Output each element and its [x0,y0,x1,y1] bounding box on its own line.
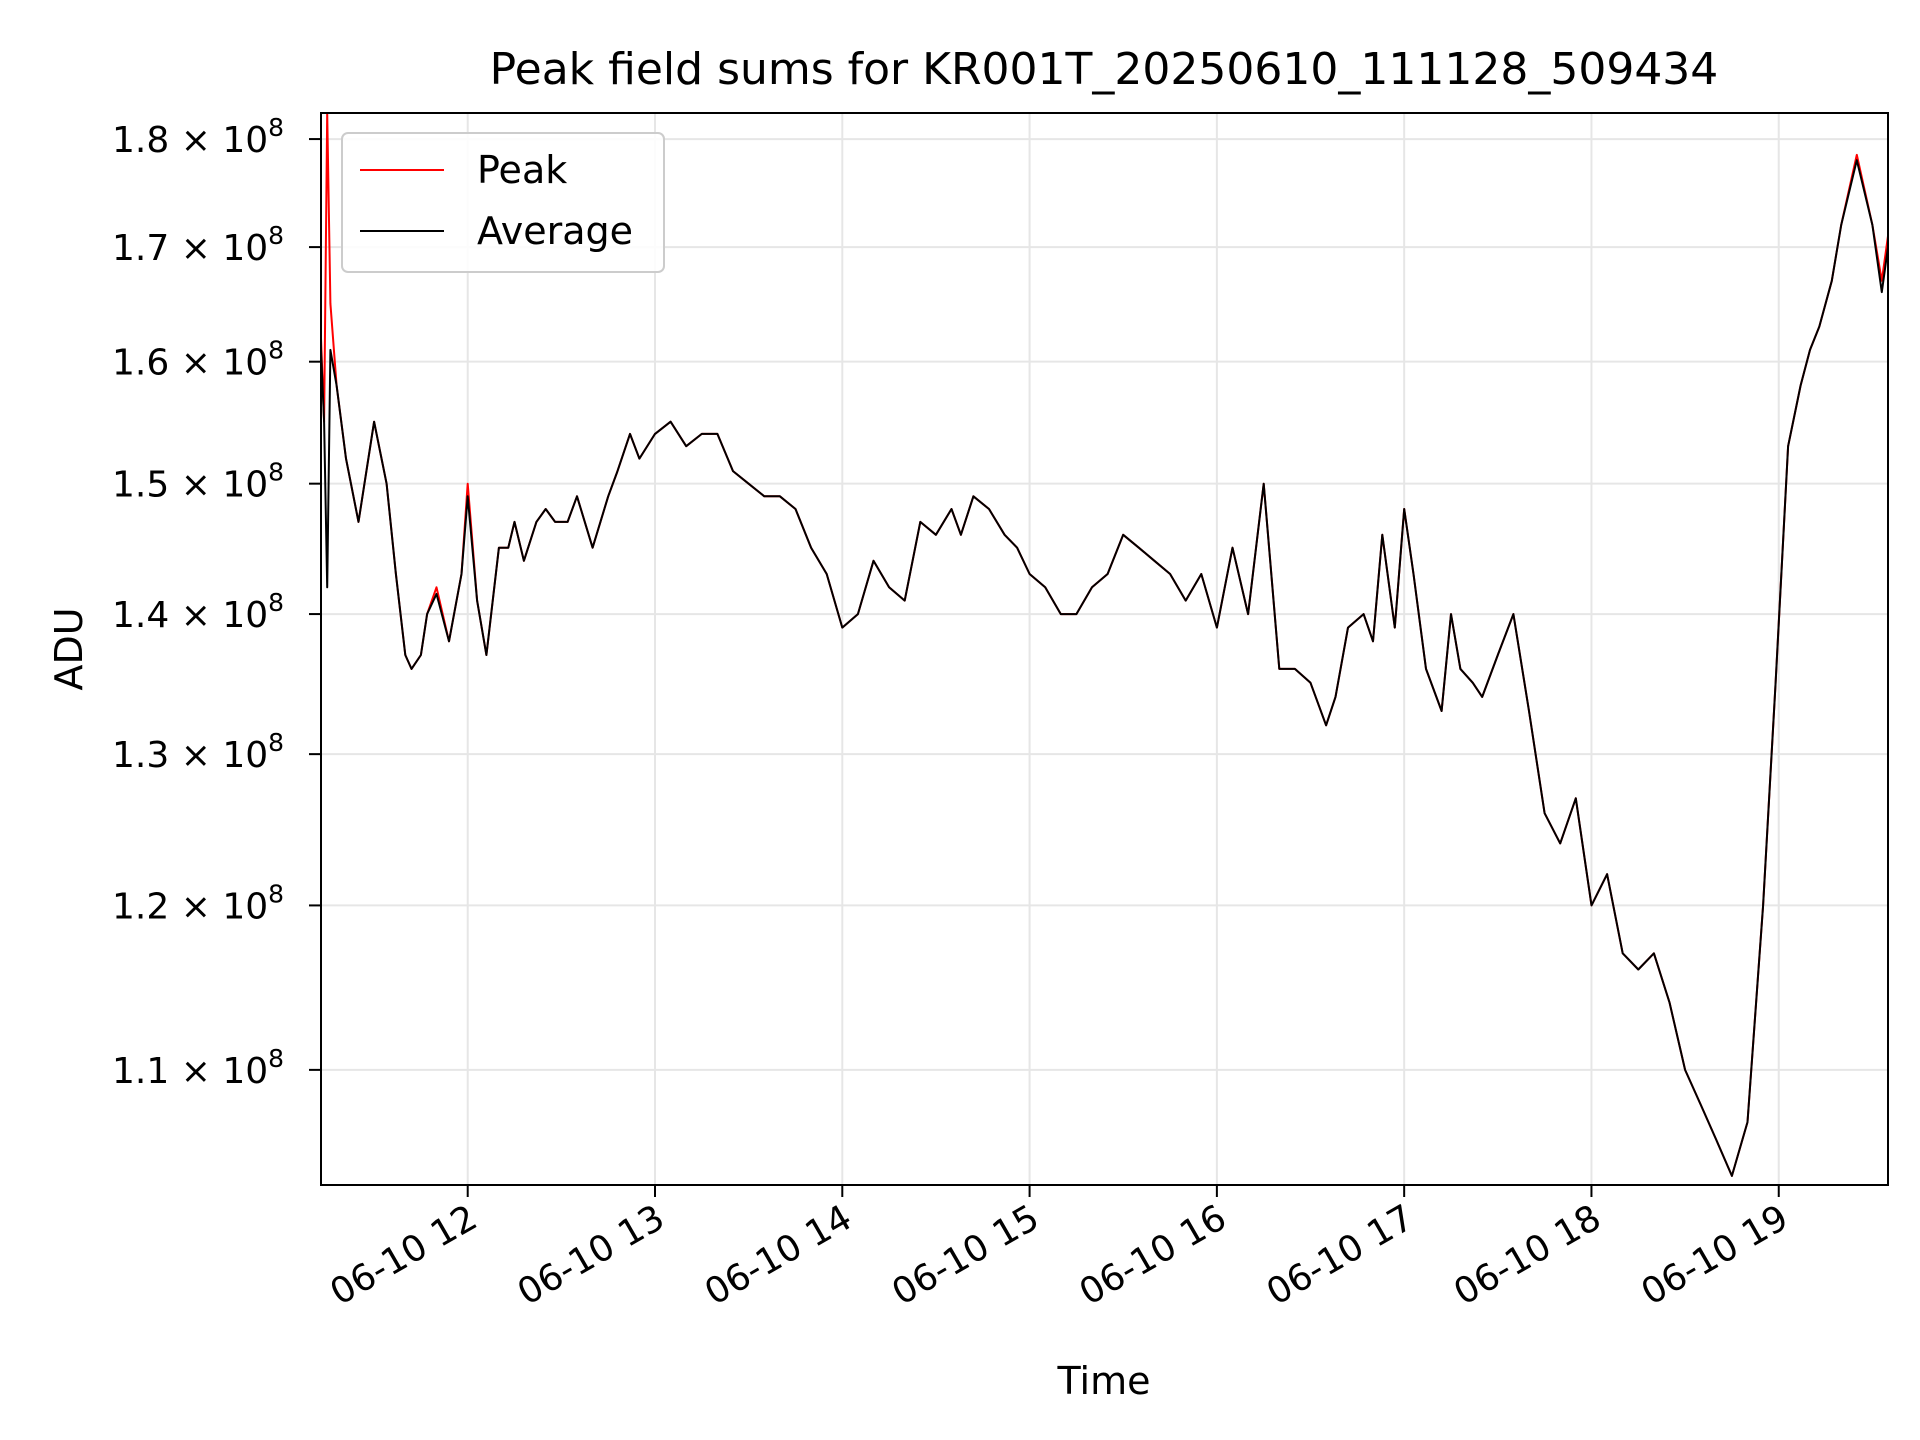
y-tick-label: 1.8 × 108 [112,113,284,161]
y-tick-label: 1.7 × 108 [112,221,284,269]
y-axis: 1.1 × 108 1.2 × 108 1.3 × 108 1.4 × 108 1.5 … [112,113,321,1092]
legend-box [341,132,665,273]
y-tick-label: 1.3 × 108 [112,728,284,776]
grid [321,113,1888,1185]
series-layer [320,112,1889,1177]
x-axis-label: Time [1057,1359,1151,1403]
legend-peak-label: Peak [477,148,567,192]
legend: Peak Average [341,132,665,273]
legend-average-label: Average [477,209,633,253]
series-line-average [320,159,1889,1177]
y-tick-label: 1.2 × 108 [112,879,284,927]
chart-title: Peak field sums for KR001T_20250610_1111… [490,44,1719,95]
y-tick-label: 1.1 × 108 [112,1044,284,1092]
y-tick-label: 1.4 × 108 [112,588,284,636]
y-tick-label: 1.6 × 108 [112,336,284,384]
plot-frame [320,112,1889,1186]
y-tick-label: 1.5 × 108 [112,458,284,506]
y-axis-label: ADU [47,607,91,690]
